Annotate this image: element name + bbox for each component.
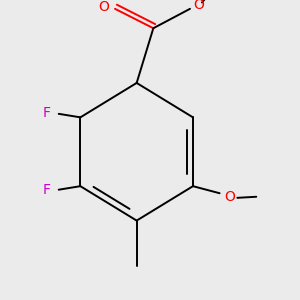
- Text: O: O: [99, 0, 110, 14]
- Text: F: F: [42, 106, 50, 120]
- Text: O: O: [224, 190, 235, 204]
- Text: O: O: [194, 0, 204, 12]
- Text: F: F: [42, 183, 50, 197]
